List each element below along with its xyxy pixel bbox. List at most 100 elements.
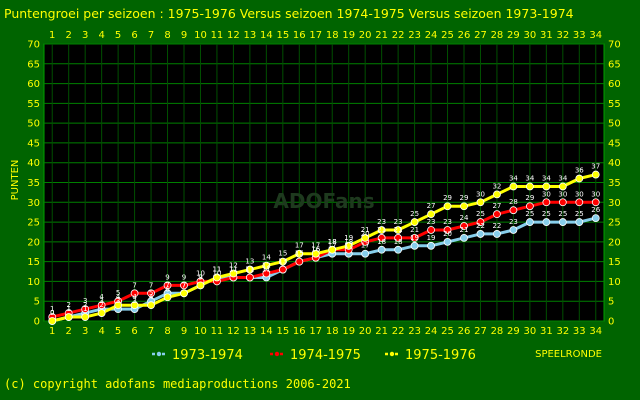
data-label-1975-1976: 25	[410, 210, 419, 218]
data-label-1973-1974: 5	[149, 289, 153, 297]
data-label-1973-1974: 17	[328, 242, 337, 250]
data-point-1974-1975	[130, 289, 139, 298]
data-label-1975-1976: 0	[50, 309, 54, 317]
data-label-1975-1976: 4	[149, 293, 154, 301]
legend-marker-1975-1976	[389, 351, 395, 357]
data-point-1974-1975	[410, 233, 419, 242]
data-point-1973-1974	[525, 218, 534, 226]
y-tick-label-right: 30	[608, 198, 621, 209]
data-point-1974-1975	[476, 218, 485, 226]
x-tick-label-top: 30	[524, 30, 537, 41]
data-point-1975-1976	[443, 202, 452, 211]
data-label-1973-1974: 13	[278, 258, 287, 266]
data-point-1975-1976	[575, 174, 584, 183]
x-tick-label-top: 27	[474, 30, 487, 41]
data-point-1975-1976	[64, 313, 73, 321]
data-label-1973-1974: 25	[558, 210, 567, 218]
data-label-1974-1975: 2	[66, 301, 70, 309]
watermark-logo: ADOFans	[273, 189, 374, 213]
data-point-1975-1976	[344, 241, 353, 250]
data-point-1975-1976	[542, 182, 551, 191]
x-tick-label-bottom: 7	[148, 326, 154, 337]
x-tick-label-top: 25	[441, 30, 454, 41]
data-point-1973-1974	[476, 230, 485, 238]
data-label-1974-1975: 1	[50, 305, 54, 313]
y-tick-label-right: 60	[608, 79, 621, 90]
data-point-1975-1976	[48, 317, 57, 325]
data-point-1973-1974	[558, 218, 567, 226]
data-point-1974-1975	[525, 202, 534, 211]
data-label-1975-1976: 29	[460, 194, 469, 202]
x-tick-label-bottom: 2	[66, 326, 72, 337]
data-point-1973-1974	[394, 245, 403, 254]
data-label-1974-1975: 23	[443, 218, 452, 226]
data-label-1975-1976: 27	[427, 202, 436, 210]
data-label-1975-1976: 17	[311, 242, 320, 250]
data-label-1974-1975: 21	[394, 226, 403, 234]
data-label-1974-1975: 23	[427, 218, 436, 226]
y-tick-label-left: 0	[34, 317, 40, 328]
data-label-1975-1976: 34	[558, 174, 567, 182]
y-tick-label-right: 45	[608, 138, 621, 149]
data-label-1975-1976: 37	[591, 163, 600, 171]
legend-label-1973-1974: 1973-1974	[172, 348, 243, 363]
data-label-1975-1976: 14	[262, 254, 271, 262]
y-tick-label-left: 20	[27, 237, 40, 248]
x-tick-label-top: 6	[131, 30, 137, 41]
x-tick-label-bottom: 22	[392, 326, 405, 337]
data-label-1974-1975: 28	[509, 198, 518, 206]
data-point-1975-1976	[361, 233, 370, 242]
x-tick-label-bottom: 9	[181, 326, 187, 337]
data-point-1975-1976	[394, 226, 403, 234]
data-label-1975-1976: 19	[344, 234, 353, 242]
data-point-1973-1974	[591, 214, 600, 223]
x-tick-label-top: 13	[244, 30, 257, 41]
series-line-1974-1975	[51, 200, 596, 319]
data-point-1974-1975	[509, 206, 518, 215]
x-tick-label-top: 23	[408, 30, 421, 41]
data-point-1974-1975	[591, 198, 600, 207]
data-label-1974-1975: 30	[542, 190, 551, 198]
data-label-1975-1976: 29	[443, 194, 452, 202]
data-point-1975-1976	[180, 289, 188, 298]
data-label-1973-1974: 22	[476, 222, 485, 230]
data-label-1974-1975: 11	[245, 265, 254, 273]
data-label-1974-1975: 18	[328, 238, 337, 246]
data-label-1975-1976: 1	[66, 305, 70, 313]
data-label-1975-1976: 36	[575, 167, 584, 175]
data-label-1975-1976: 7	[182, 281, 186, 289]
data-point-1974-1975	[542, 198, 551, 207]
y-tick-label-left: 5	[34, 297, 40, 308]
y-tick-label-right: 15	[608, 257, 621, 268]
data-label-1974-1975: 30	[575, 190, 584, 198]
data-label-1975-1976: 4	[132, 293, 137, 301]
data-label-1973-1974: 26	[591, 206, 600, 214]
data-label-1973-1974: 2	[83, 301, 87, 309]
x-tick-label-bottom: 30	[524, 326, 537, 337]
data-point-1975-1976	[114, 301, 123, 310]
x-tick-label-bottom: 3	[82, 326, 88, 337]
data-point-1975-1976	[591, 170, 600, 179]
x-tick-label-bottom: 14	[260, 326, 273, 337]
x-tick-label-bottom: 26	[458, 326, 471, 337]
data-point-1975-1976	[130, 301, 139, 310]
data-label-1975-1976: 34	[542, 174, 551, 182]
data-label-1974-1975: 4	[99, 293, 104, 301]
data-point-1975-1976	[229, 269, 238, 278]
data-label-1973-1974: 23	[509, 218, 518, 226]
data-label-1974-1975: 3	[83, 297, 87, 305]
x-tick-label-top: 5	[115, 30, 121, 41]
data-label-1974-1975: 7	[132, 281, 136, 289]
data-label-1973-1974: 19	[427, 234, 436, 242]
data-point-1975-1976	[525, 182, 534, 191]
data-label-1973-1974: 0	[50, 309, 54, 317]
y-tick-label-right: 35	[608, 178, 621, 189]
data-point-1974-1975	[443, 226, 452, 234]
x-tick-label-top: 17	[309, 30, 322, 41]
data-point-1974-1975	[245, 273, 254, 282]
data-point-1974-1975	[81, 305, 90, 314]
data-label-1973-1974: 3	[99, 297, 103, 305]
data-point-1975-1976	[493, 190, 501, 199]
data-point-1973-1974	[410, 241, 419, 250]
